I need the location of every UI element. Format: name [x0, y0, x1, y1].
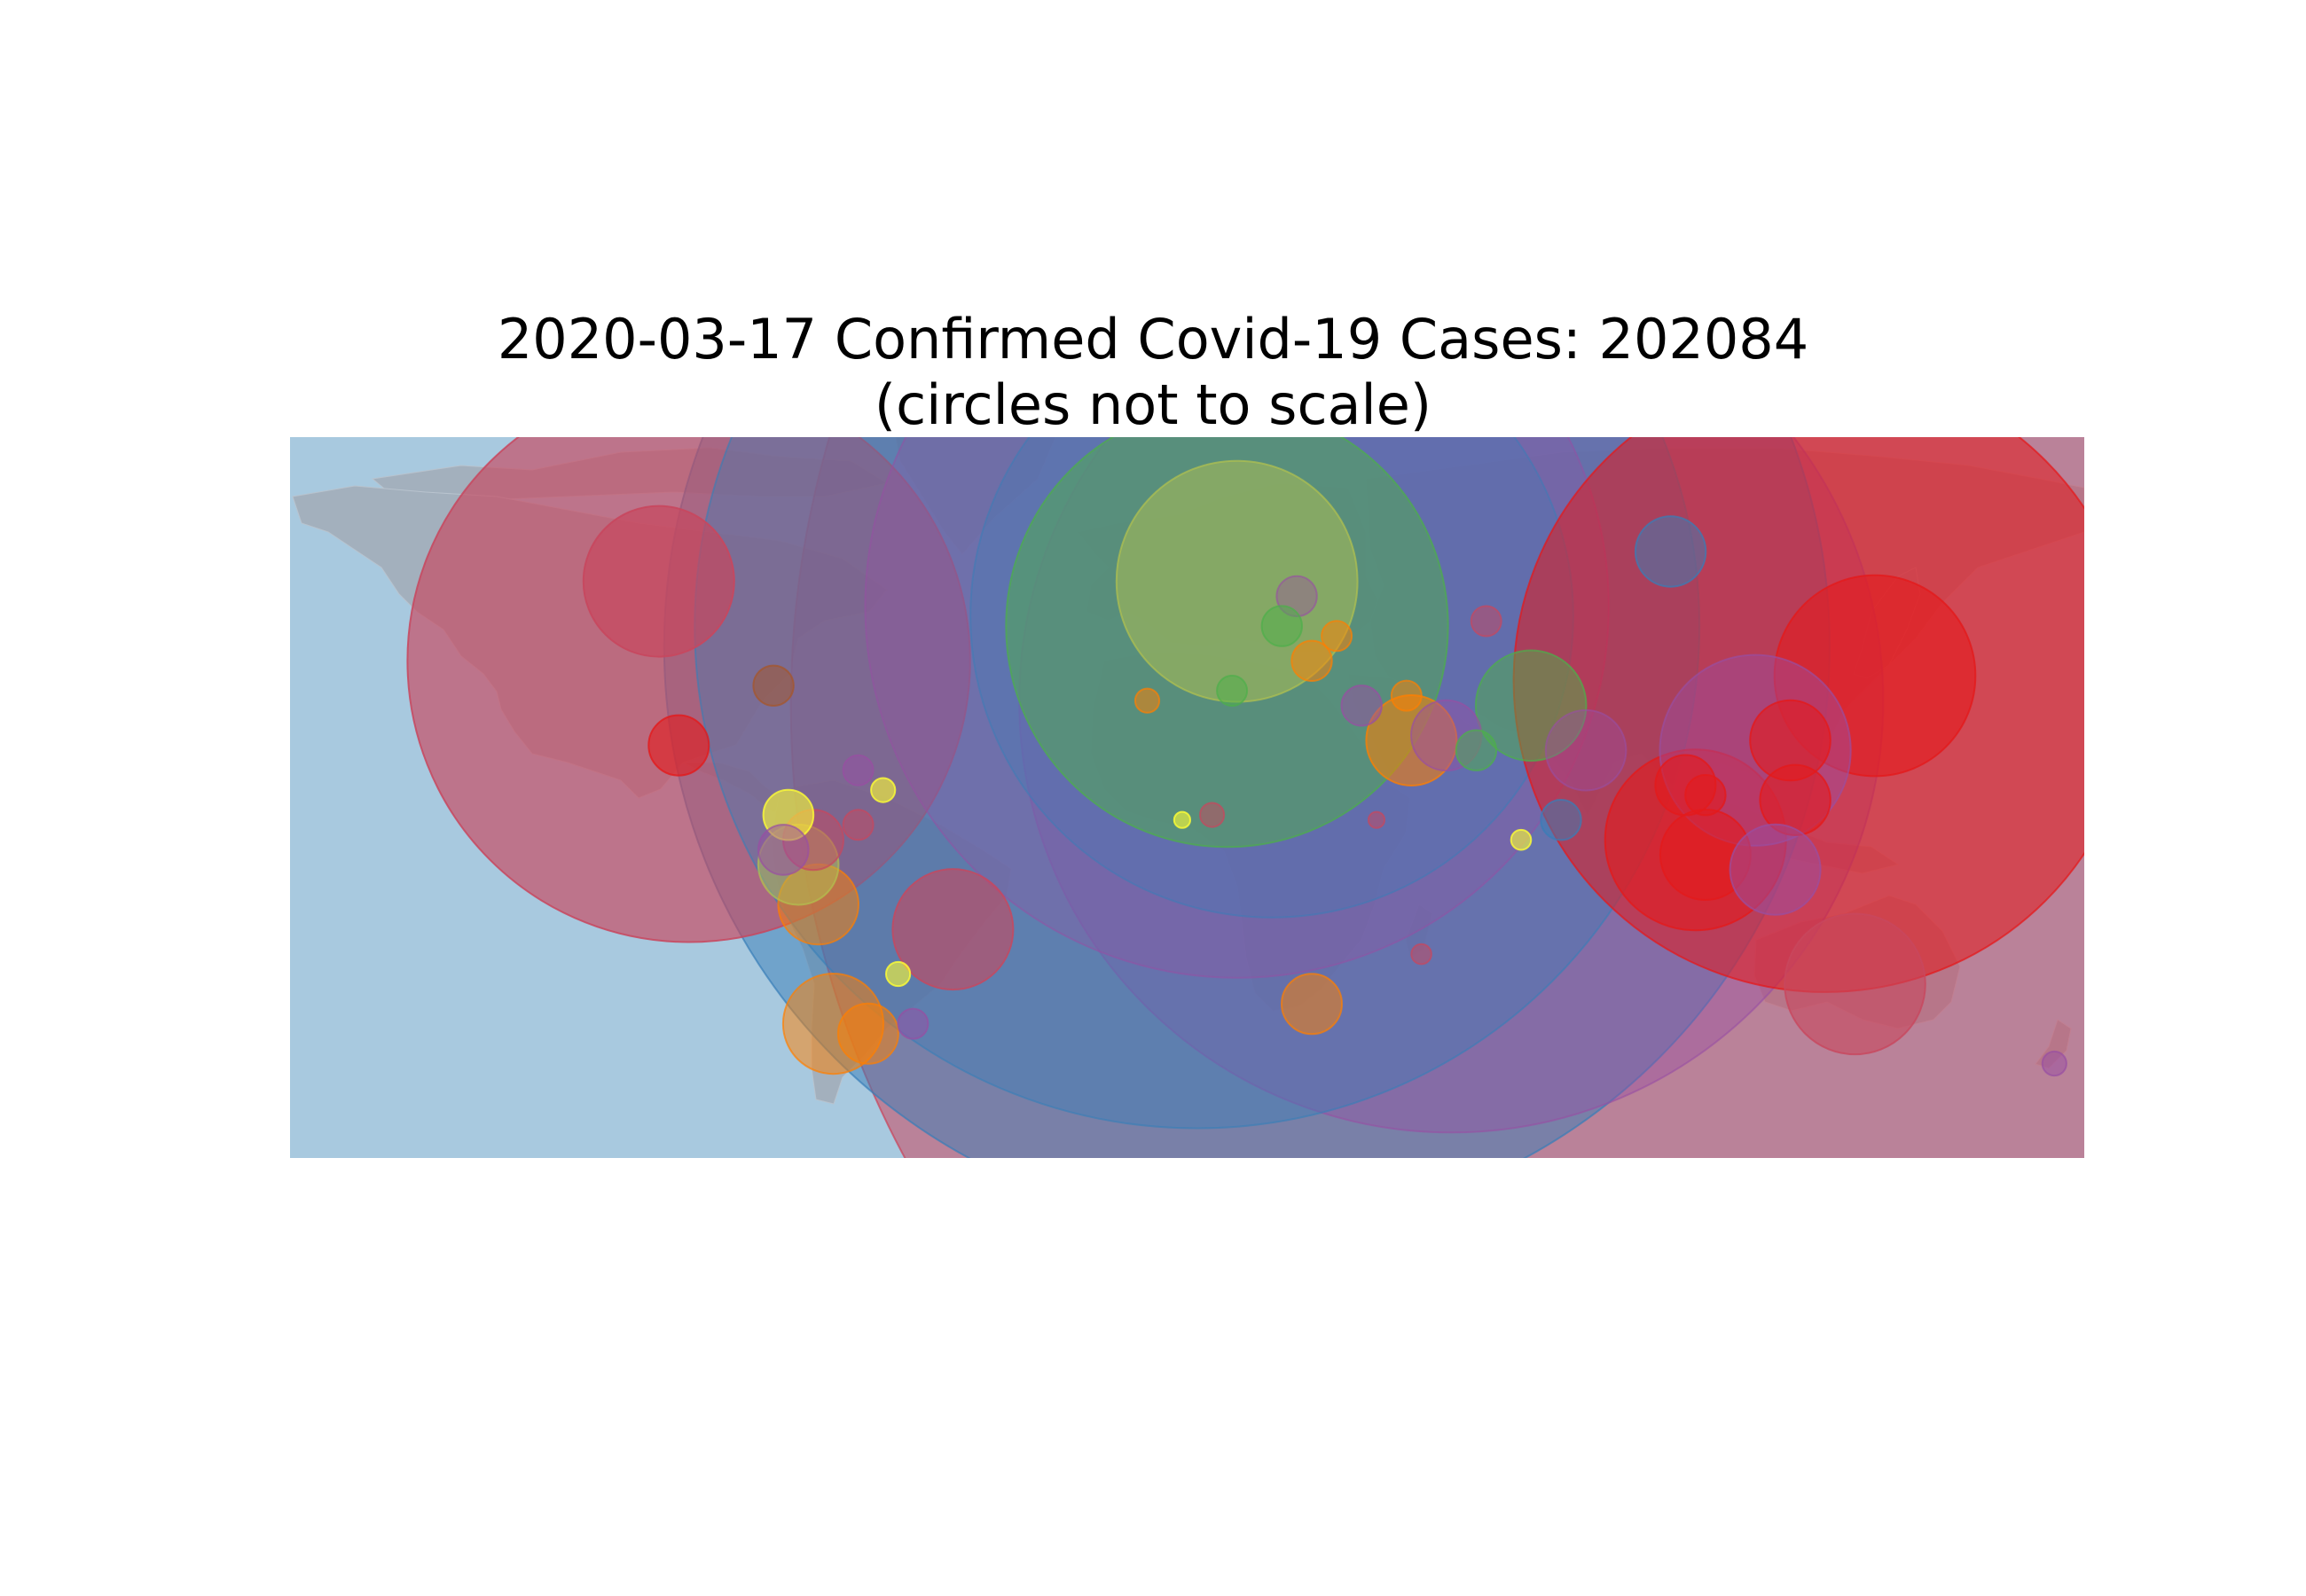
case-marker: [1321, 620, 1353, 653]
case-markers: [406, 437, 2084, 1158]
case-marker: [1544, 708, 1628, 792]
case-marker: [1133, 687, 1161, 714]
case-marker: [1340, 685, 1383, 727]
case-marker: [1173, 810, 1192, 829]
case-marker: [1729, 823, 1822, 916]
case-marker: [1410, 943, 1432, 966]
case-marker: [897, 1007, 929, 1040]
case-marker: [1540, 799, 1582, 841]
case-marker: [1281, 973, 1343, 1036]
map-title: 2020-03-17 Confirmed Covid-19 Cases: 202…: [497, 307, 1809, 372]
case-marker: [1199, 802, 1226, 828]
case-marker: [1367, 810, 1386, 829]
case-marker: [752, 664, 795, 707]
case-marker: [1455, 729, 1498, 771]
case-marker: [1510, 828, 1533, 851]
case-marker: [1470, 605, 1502, 638]
case-marker: [2041, 1050, 2067, 1077]
case-marker: [1784, 912, 1926, 1056]
case-marker: [647, 714, 710, 777]
case-marker: [1634, 515, 1707, 588]
case-marker: [870, 777, 897, 803]
case-marker: [842, 809, 875, 841]
case-marker: [1390, 679, 1423, 712]
case-marker: [891, 868, 1015, 991]
case-marker: [842, 754, 875, 786]
case-marker: [1216, 675, 1249, 707]
case-marker: [836, 1002, 899, 1065]
case-marker: [1290, 639, 1333, 682]
map-subtitle: (circles not to scale): [874, 372, 1432, 437]
case-marker: [582, 505, 735, 658]
case-marker: [885, 960, 912, 988]
case-marker: [1654, 754, 1717, 817]
case-marker: [757, 824, 810, 876]
case-marker: [1474, 649, 1588, 763]
case-marker: [1260, 605, 1304, 647]
